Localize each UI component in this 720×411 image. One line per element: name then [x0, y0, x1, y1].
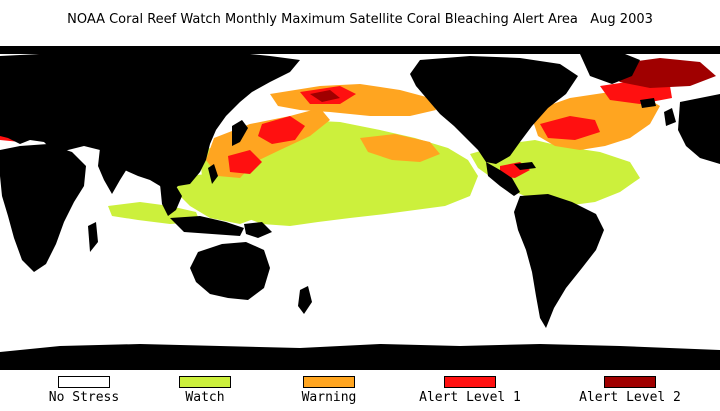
alert-1-pacific-a [258, 116, 305, 144]
legend-item-no-stress: No Stress [29, 374, 139, 405]
south-america-land [514, 194, 604, 328]
southeast-asia-land [160, 184, 182, 216]
india-land [98, 148, 130, 194]
land-masses [0, 46, 720, 370]
africa-land [0, 144, 86, 272]
british-isles-land [664, 108, 676, 126]
legend: No Stress Watch Warning Alert Level 1 Al… [0, 374, 720, 411]
alert-level-1-label: Alert Level 1 [419, 390, 521, 405]
new-guinea-land [244, 222, 272, 238]
alert-1-pacific-b [228, 150, 262, 174]
alert-level-2-swatch [604, 376, 656, 388]
north-america-land [410, 56, 578, 164]
alert-level-2-label: Alert Level 2 [579, 390, 681, 405]
alert-level-1-swatch [444, 376, 496, 388]
madagascar-land [88, 222, 98, 252]
alert-2-north-pacific [310, 90, 340, 102]
central-pacific-warning [360, 134, 440, 162]
australia-land [190, 242, 270, 300]
philippines-land [208, 164, 218, 184]
world-map [0, 46, 720, 370]
legend-item-alert-level-1: Alert Level 1 [402, 374, 538, 405]
eurasia-land [0, 50, 300, 196]
new-zealand-land [298, 286, 312, 314]
warning-label: Warning [301, 390, 357, 405]
legend-item-alert-level-2: Alert Level 2 [560, 374, 700, 405]
west-pacific-watch-zone [176, 174, 262, 224]
warning-swatch [303, 376, 355, 388]
indonesia-land [170, 216, 244, 236]
iceland-land [640, 98, 656, 108]
world-map-svg [0, 46, 720, 370]
japan-land [232, 120, 248, 146]
europe-west-land [678, 94, 720, 164]
no-stress-swatch [58, 376, 110, 388]
map-title: NOAA Coral Reef Watch Monthly Maximum Sa… [67, 12, 653, 27]
watch-label: Watch [185, 390, 225, 405]
cuba-land [514, 162, 536, 170]
alert-1-atlantic [540, 116, 600, 140]
greenland-land [580, 52, 640, 84]
watch-swatch [179, 376, 231, 388]
antarctica-land [0, 344, 720, 370]
legend-item-watch: Watch [150, 374, 260, 405]
legend-item-warning: Warning [274, 374, 384, 405]
central-america-land [486, 162, 520, 196]
no-stress-label: No Stress [48, 390, 120, 405]
